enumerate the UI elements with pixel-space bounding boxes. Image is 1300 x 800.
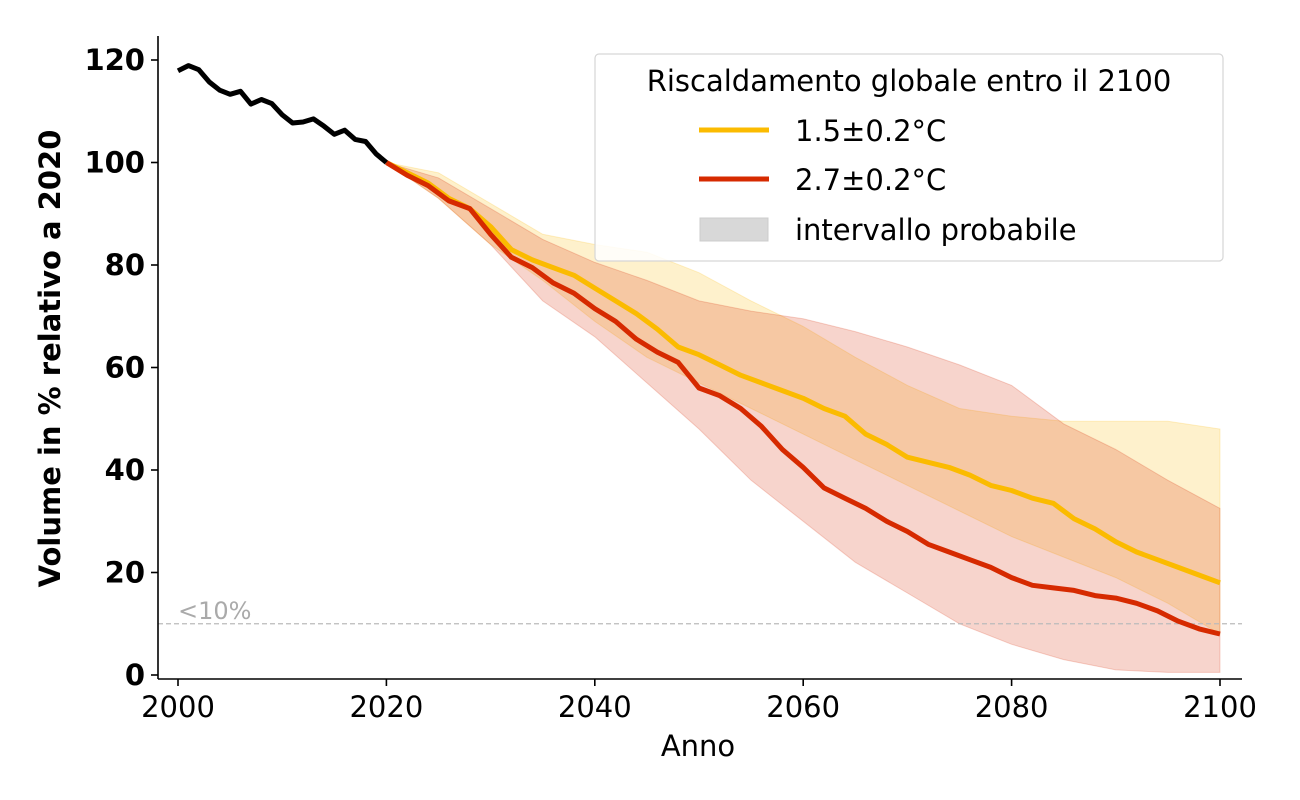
x-ticks: 2000 2020 2040 2060 2080 2100 [141, 679, 1257, 724]
legend-swatch-likely-range [699, 217, 769, 242]
ten-percent-annotation: <10% [178, 597, 251, 625]
y-tick-label: 80 [105, 248, 145, 282]
x-tick-label: 2000 [141, 690, 215, 724]
y-tick-label: 40 [105, 453, 145, 487]
reference-line-group: <10% [158, 597, 1242, 625]
x-tick-label: 2100 [1183, 690, 1257, 724]
y-tick-label: 0 [125, 658, 145, 692]
y-ticks: 0 20 40 60 80 100 120 [84, 43, 158, 692]
line-1-5 [385, 160, 1221, 586]
legend: Riscaldamento globale entro il 2100 1.5±… [594, 53, 1224, 262]
y-tick-label: 20 [105, 556, 145, 590]
y-tick-label: 100 [84, 146, 145, 180]
line-2-7 [385, 160, 1221, 637]
y-axis-title: Volume in % relativo a 2020 [33, 130, 67, 588]
legend-label-1-5: 1.5±0.2°C [795, 114, 946, 148]
legend-label-likely-range: intervallo probabile [795, 213, 1077, 247]
x-tick-label: 2080 [975, 690, 1049, 724]
legend-frame [594, 53, 1224, 262]
y-tick-label: 60 [105, 351, 145, 385]
x-tick-label: 2040 [558, 690, 632, 724]
y-tick-label: 120 [84, 43, 145, 77]
legend-title: Riscaldamento globale entro il 2100 [647, 64, 1172, 98]
x-tick-label: 2020 [349, 690, 423, 724]
observed-line [176, 63, 389, 165]
x-axis-title: Anno [661, 729, 735, 763]
legend-label-2-7: 2.7±0.2°C [795, 163, 946, 197]
x-tick-label: 2060 [766, 690, 840, 724]
series-lines [176, 63, 1221, 637]
